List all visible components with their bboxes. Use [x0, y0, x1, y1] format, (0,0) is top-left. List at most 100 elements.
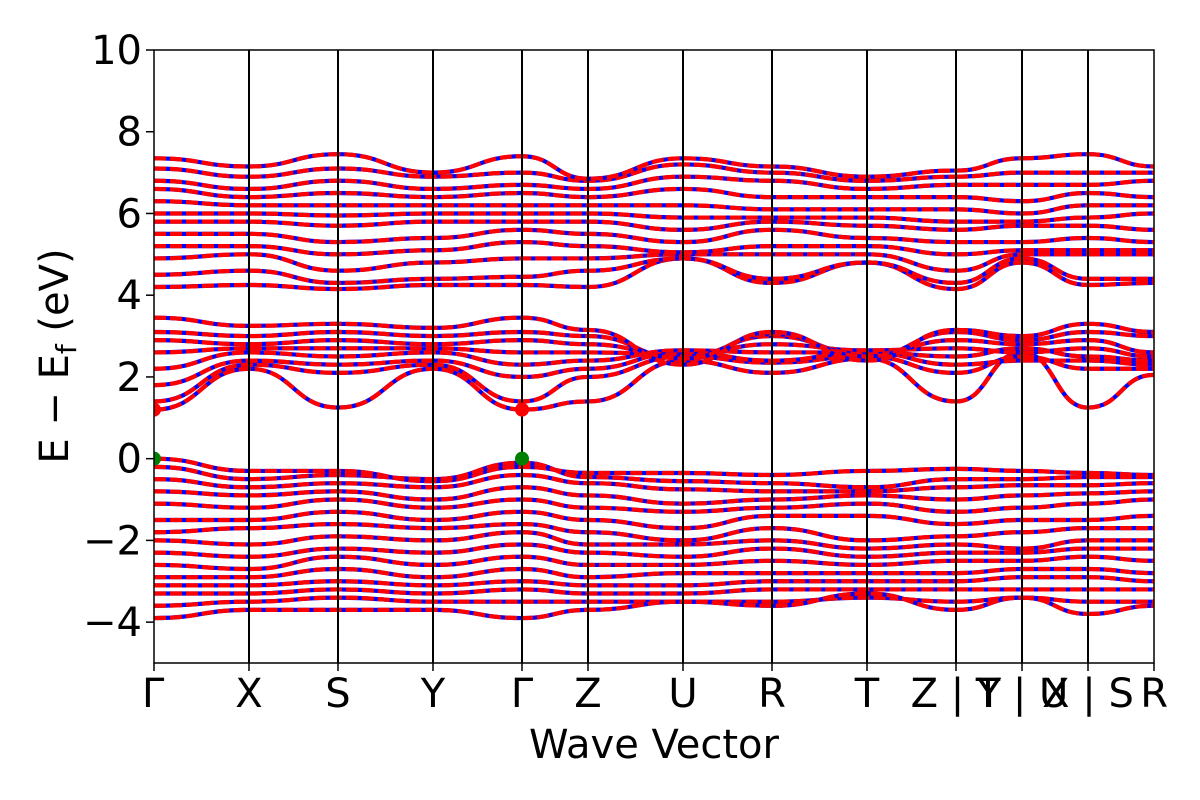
band-18-seg-3-up: [1087, 354, 1154, 363]
x-tick-label: Γ: [511, 671, 534, 717]
band-22-seg-3-up: [1087, 321, 1154, 335]
band-4-seg-2-up: [1021, 501, 1089, 510]
band-30-seg-1-up: [955, 207, 1023, 216]
band-11-seg-3-up: [1087, 575, 1154, 584]
band-31-seg-2-up: [1021, 190, 1089, 204]
band-14-seg-1-up: [955, 595, 1023, 612]
band-9-seg-2-up: [1021, 554, 1089, 563]
x-tick-label: Z | Y: [911, 671, 1002, 717]
band-24-seg-0-up: [154, 256, 957, 286]
band-22-seg-0-up: [154, 315, 957, 367]
band-27-seg-2-up: [1021, 235, 1089, 245]
band-34-seg-1-up: [955, 156, 1023, 173]
band-20-seg-3-up: [1087, 338, 1154, 355]
y-tick-label: 0: [117, 437, 142, 483]
band-9-seg-3-up: [1087, 554, 1154, 563]
band-28-seg-0-up: [154, 219, 957, 232]
x-tick-label: R: [758, 671, 786, 717]
band-28-seg-3-up: [1087, 223, 1154, 232]
band-10-seg-0-up: [154, 566, 956, 580]
band-7-seg-2-up: [1021, 538, 1089, 551]
y-axis-label-unit: (eV): [32, 248, 78, 344]
x-tick-label: Z: [574, 671, 601, 717]
band-28-seg-1-up: [955, 223, 1023, 232]
y-axis-label-subscript: f: [50, 343, 83, 354]
band-20-seg-2-up: [1021, 338, 1089, 347]
band-17-seg-3-up: [1087, 358, 1154, 367]
x-tick-label: Γ: [142, 671, 165, 717]
band-15-seg-2-up: [1021, 350, 1089, 410]
y-tick-label: 8: [117, 110, 142, 156]
band-7-seg-0-up: [154, 530, 957, 551]
band-22-seg-1-up: [955, 327, 1023, 339]
band-19-seg-1-up: [955, 346, 1023, 355]
band-8-seg-0-up: [154, 542, 957, 559]
band-32-seg-3-up: [1087, 178, 1154, 187]
band-9-seg-0-up: [154, 554, 957, 572]
band-7-seg-1-up: [955, 542, 1023, 551]
bands-layer: [154, 152, 1154, 621]
cbm-marker-1: [515, 402, 529, 417]
band-19-seg-0-up: [154, 342, 957, 357]
y-tick-label: 6: [117, 191, 142, 237]
cbm-marker-0: [154, 402, 161, 417]
band-8-seg-2-up: [1021, 546, 1089, 555]
x-tick-label: Y: [420, 671, 446, 717]
band-18-seg-0-up: [154, 348, 957, 371]
kpoint-lines: [248, 50, 1089, 663]
x-tick-label: S: [325, 671, 350, 717]
band-17-seg-1-up: [955, 358, 1023, 367]
band-3-seg-3-up: [1087, 489, 1154, 496]
band-5-seg-3-up: [1087, 513, 1154, 523]
band-0-seg-1-up: [955, 466, 1023, 474]
x-tick-label: R: [1140, 671, 1168, 717]
x-tick-label: T: [854, 671, 880, 717]
band-22-seg-2-up: [1021, 321, 1089, 339]
band-2-seg-1-up: [955, 483, 1023, 490]
y-tick-label: −2: [83, 518, 142, 564]
band-2-seg-0-up: [154, 472, 957, 494]
y-axis-label: E − Ef (eV): [32, 248, 83, 463]
band-26-seg-1-up: [955, 248, 1023, 257]
band-30-seg-2-up: [1021, 203, 1089, 216]
band-14-seg-2-up: [1021, 595, 1089, 617]
band-27-seg-3-up: [1087, 235, 1154, 245]
x-axis-label: Wave Vector: [529, 722, 780, 768]
band-25-seg-0-up: [154, 252, 957, 273]
band-29-seg-2-up: [1021, 215, 1089, 224]
band-10-seg-1-up: [955, 566, 1023, 576]
band-1-seg-2-up: [1021, 474, 1089, 482]
band-1-seg-0-up: [154, 460, 957, 490]
band-21-seg-2-up: [1021, 329, 1089, 343]
y-tick-label: 4: [117, 273, 142, 319]
band-6-seg-2-up: [1021, 526, 1089, 535]
band-15-seg-0-up: [154, 356, 957, 412]
band-14-seg-3-up: [1087, 603, 1154, 617]
x-tick-label: X: [235, 671, 262, 717]
band-31-seg-1-up: [955, 195, 1023, 204]
band-6-seg-0-up: [154, 521, 957, 543]
band-6-seg-1-up: [955, 530, 1023, 539]
band-29-seg-0-up: [154, 211, 957, 224]
band-33-seg-0-up: [154, 162, 957, 183]
band-23-seg-3-up: [1087, 280, 1154, 288]
x-tick-label: T | U: [975, 671, 1069, 717]
band-12-seg-0-up: [154, 587, 956, 596]
band-0-seg-2-up: [1021, 468, 1089, 476]
band-11-seg-0-up: [154, 579, 956, 588]
band-15-seg-1-up: [955, 350, 1023, 404]
band-19-seg-2-up: [1021, 346, 1089, 355]
band-4-seg-1-up: [955, 505, 1023, 514]
band-16-seg-0-up: [154, 354, 957, 404]
band-3-seg-2-up: [1021, 491, 1089, 498]
band-24-seg-2-up: [1021, 256, 1089, 281]
band-29-seg-3-up: [1087, 211, 1154, 220]
band-26-seg-0-up: [154, 239, 957, 257]
vbm-marker-0: [154, 451, 161, 466]
band-20-seg-1-up: [955, 338, 1023, 347]
band-11-seg-1-up: [955, 575, 1023, 584]
band-3-seg-0-up: [154, 485, 957, 506]
y-tick-label: 10: [91, 28, 142, 74]
band-2-seg-3-up: [1087, 481, 1154, 488]
band-10-seg-3-up: [1087, 566, 1154, 576]
